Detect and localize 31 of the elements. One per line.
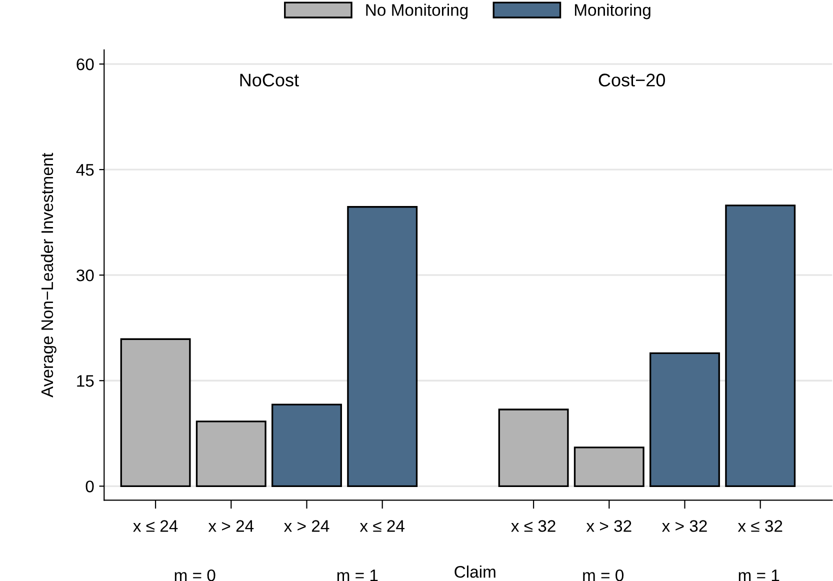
y-tick-label: 0 (86, 480, 94, 492)
y-tick-label: 45 (76, 164, 94, 176)
bar (347, 206, 418, 488)
y-tick-label: 15 (77, 375, 94, 387)
x-tick-label: x > 24 (208, 520, 254, 532)
text: m = 0 (583, 569, 624, 581)
bar (498, 408, 569, 488)
x-tick-label: x ≤ 24 (360, 520, 404, 532)
x-tick-label: x ≤ 32 (511, 520, 556, 532)
text: m = 1 (337, 570, 378, 581)
y-tick-label: 60 (76, 58, 94, 70)
bar (650, 352, 720, 488)
bar (120, 338, 191, 488)
text: m = 0 (174, 569, 216, 581)
x-tick-label: x ≤ 32 (738, 520, 782, 532)
legend-label: Monitoring (574, 4, 650, 20)
y-tick-label: 30 (76, 270, 94, 282)
x-tick-label: x > 32 (586, 520, 632, 532)
x-tick-label: x > 24 (284, 520, 330, 532)
bar (574, 446, 644, 488)
bar (272, 404, 342, 488)
x-tick-label: x > 32 (662, 520, 707, 532)
legend-label: No Monitoring (366, 4, 468, 20)
bar (196, 420, 266, 488)
x-tick-label: x ≤ 24 (133, 520, 178, 532)
y-axis-title: Average Non−Leader Investment (40, 152, 56, 398)
text: m = 1 (738, 570, 780, 581)
x-axis-title: Claim (454, 566, 496, 578)
annotation: Cost−20 (598, 74, 665, 86)
annotation: NoCost (240, 74, 299, 86)
bar (725, 204, 796, 488)
